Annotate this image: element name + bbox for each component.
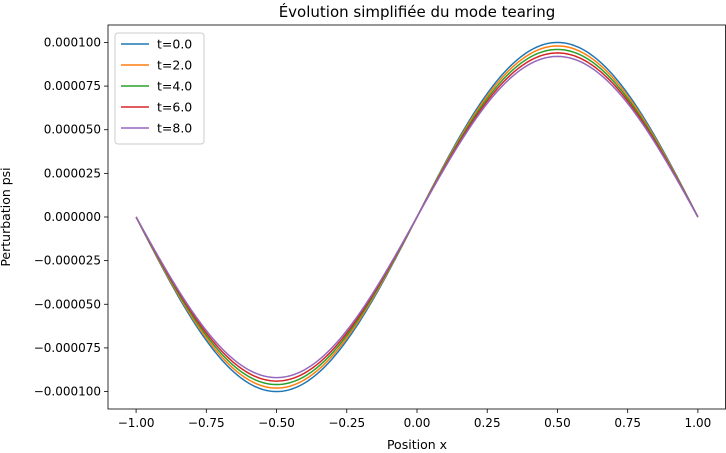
x-tick-label: −0.25 (328, 416, 365, 430)
x-axis-label: Position x (387, 437, 447, 452)
legend-label-3: t=6.0 (157, 100, 192, 115)
y-tick-label: 0.000025 (44, 166, 101, 180)
y-tick-label: 0.000050 (44, 123, 101, 137)
y-tick-label: −0.000100 (34, 385, 101, 399)
legend-box (114, 32, 205, 145)
x-tick-label: 1.00 (685, 416, 712, 430)
x-tick-label: 0.75 (614, 416, 641, 430)
x-tick-label: 0.50 (544, 416, 571, 430)
y-tick-label: 0.000000 (44, 210, 101, 224)
legend-label-0: t=0.0 (157, 37, 192, 52)
x-tick-label: 0.00 (404, 416, 431, 430)
x-tick-label: 0.25 (474, 416, 501, 430)
x-tick-label: −1.00 (118, 416, 155, 430)
y-tick-label: 0.000075 (44, 79, 101, 93)
y-axis-ticks: −0.000100 −0.000075 −0.000050 −0.000025 0.00… (34, 35, 108, 399)
x-tick-label: −0.75 (188, 416, 225, 430)
chart-title: Évolution simplifiée du mode tearing (279, 2, 556, 21)
y-axis-label: Perturbation psi (0, 167, 13, 266)
legend-label-4: t=8.0 (157, 121, 192, 136)
y-tick-label: −0.000050 (34, 297, 101, 311)
legend: t=0.0 t=2.0 t=4.0 t=6.0 t=8.0 (114, 32, 205, 145)
legend-label-1: t=2.0 (157, 58, 192, 73)
y-tick-label: −0.000025 (34, 254, 101, 268)
x-tick-label: −0.50 (258, 416, 295, 430)
y-tick-label: −0.000075 (34, 341, 101, 355)
x-axis-ticks: −1.00 −0.75 −0.50 −0.25 0.00 0.25 0.50 0.75 1.00 (118, 409, 712, 430)
series-line-4 (135, 55, 699, 379)
y-tick-label: 0.000100 (44, 35, 101, 49)
legend-label-2: t=4.0 (157, 79, 192, 94)
